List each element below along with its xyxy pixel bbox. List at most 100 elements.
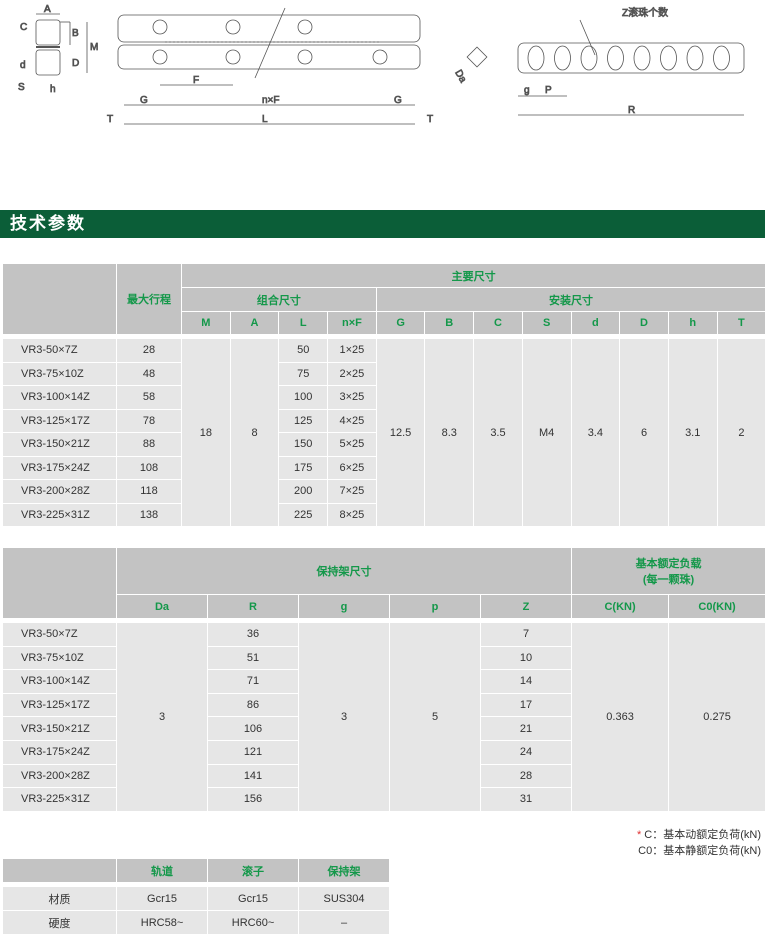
- col-header: L: [278, 311, 329, 335]
- col-header: Da: [116, 594, 208, 619]
- nF-cell: 6×25: [327, 455, 377, 480]
- col-header: R: [207, 594, 299, 619]
- nF-cell: 1×25: [327, 338, 377, 363]
- stroke-cell: 48: [116, 361, 182, 386]
- col-header: B: [424, 311, 475, 335]
- label-L: L: [262, 114, 268, 125]
- rail-drawing: F G n×F G L T T: [107, 7, 434, 125]
- cage-ball: [660, 45, 677, 71]
- Da-cell: 3: [116, 622, 208, 812]
- col-header: 滚子: [207, 858, 299, 883]
- value-cell: HRC60~: [207, 910, 299, 935]
- model-cell: VR3-150×21Z: [2, 432, 117, 457]
- nF-cell: 7×25: [327, 479, 377, 504]
- table-row: VR3-150×21Z 88 150 5×25: [2, 432, 765, 457]
- value-cell: SUS304: [298, 886, 390, 911]
- col-header: d: [570, 311, 621, 335]
- stroke-cell: 78: [116, 408, 182, 433]
- Z-cell: 31: [479, 787, 573, 812]
- cage-ball: [607, 45, 624, 71]
- label-S: S: [18, 82, 25, 93]
- Z-cell: 28: [479, 763, 573, 789]
- col-header: 轨道: [116, 858, 208, 883]
- Z-cell: 21: [479, 716, 573, 741]
- table-row: VR3-50×7Z 3 36 3 5 7 0.363 0.275: [2, 622, 765, 812]
- label-nF: n×F: [262, 95, 280, 106]
- cage-ball: [554, 45, 571, 71]
- note-c: * C：基本动额定负荷(kN): [636, 829, 761, 841]
- nF-cell: 3×25: [327, 385, 377, 410]
- model-cell: VR3-50×7Z: [2, 338, 117, 363]
- row-label: 材质: [2, 886, 117, 911]
- col-header: n×F: [327, 311, 377, 335]
- ball-drawing: Da: [452, 46, 488, 86]
- label-z-note: Z滚珠个数: [622, 6, 668, 19]
- L-cell: 150: [278, 432, 329, 457]
- col-header: D: [619, 311, 669, 335]
- C0-cell: 0.275: [668, 622, 765, 812]
- cage-dim-header: 保持架尺寸: [115, 547, 573, 595]
- model-cell: VR3-100×14Z: [2, 385, 117, 410]
- cage-ball: [686, 45, 704, 71]
- model-header: [2, 547, 117, 619]
- label-T-right: T: [427, 114, 433, 125]
- R-cell: 51: [207, 645, 299, 671]
- Z-cell: 7: [479, 622, 573, 647]
- Z-cell: 10: [479, 645, 573, 671]
- label-G-left: G: [140, 95, 148, 106]
- d-cell: 3.4: [570, 338, 621, 527]
- cross-section-drawing: A B C M D d S h: [18, 4, 99, 96]
- label-M: M: [90, 42, 98, 53]
- col-header: Z: [479, 594, 573, 619]
- label-D: D: [72, 58, 79, 69]
- section-title: 技术参数: [0, 210, 765, 238]
- S-cell: M4: [521, 338, 572, 527]
- R-cell: 106: [207, 716, 299, 741]
- col-header: p: [389, 594, 481, 619]
- model-cell: VR3-125×17Z: [2, 408, 117, 433]
- col-header: C(KN): [571, 594, 670, 619]
- L-cell: 50: [278, 338, 329, 363]
- R-cell: 156: [207, 787, 299, 812]
- value-cell: HRC58~: [116, 910, 208, 935]
- stroke-cell: 108: [116, 455, 182, 480]
- table-row: VR3-175×24Z 108 175 6×25: [2, 455, 765, 480]
- table-row: VR3-50×7Z 28 18 8 50 1×25 12.5 8.3 3.5 M4 3.4 6 3.1 2: [2, 338, 765, 527]
- nF-cell: 8×25: [327, 502, 377, 527]
- label-F: F: [193, 75, 199, 86]
- col-header: h: [667, 311, 718, 335]
- G-cell: 12.5: [375, 338, 426, 527]
- combo-dim-header: 组合尺寸: [181, 287, 377, 312]
- table-row: VR3-75×10Z 48 75 2×25: [2, 361, 765, 386]
- table-row: VR3-225×31Z 138 225 8×25: [2, 502, 765, 527]
- table-row: VR3-100×14Z 58 100 3×25: [2, 385, 765, 410]
- L-cell: 225: [278, 502, 329, 527]
- col-header: M: [181, 311, 231, 335]
- h-cell: 3.1: [667, 338, 718, 527]
- col-header: S: [521, 311, 572, 335]
- L-cell: 125: [278, 408, 329, 433]
- T-cell: 2: [716, 338, 765, 527]
- g-cell: 3: [298, 622, 390, 812]
- M-cell: 18: [181, 338, 231, 527]
- nF-cell: 4×25: [327, 408, 377, 433]
- model-cell: VR3-150×21Z: [2, 716, 117, 741]
- stroke-cell: 28: [116, 338, 182, 363]
- R-cell: 36: [207, 622, 299, 647]
- model-cell: VR3-200×28Z: [2, 479, 117, 504]
- label-C: C: [20, 22, 27, 33]
- cage-ball: [580, 45, 598, 71]
- label-R: R: [628, 105, 635, 116]
- C-cell: 3.5: [473, 338, 523, 527]
- model-cell: VR3-200×28Z: [2, 763, 117, 789]
- label-g: g: [524, 85, 530, 96]
- model-cell: VR3-225×31Z: [2, 787, 117, 812]
- col-header: C: [473, 311, 523, 335]
- model-cell: VR3-75×10Z: [2, 645, 117, 671]
- value-cell: Gcr15: [207, 886, 299, 911]
- p-cell: 5: [389, 622, 481, 812]
- table-row: 硬度 HRC58~ HRC60~ –: [2, 910, 390, 935]
- cage-ball: [527, 45, 545, 71]
